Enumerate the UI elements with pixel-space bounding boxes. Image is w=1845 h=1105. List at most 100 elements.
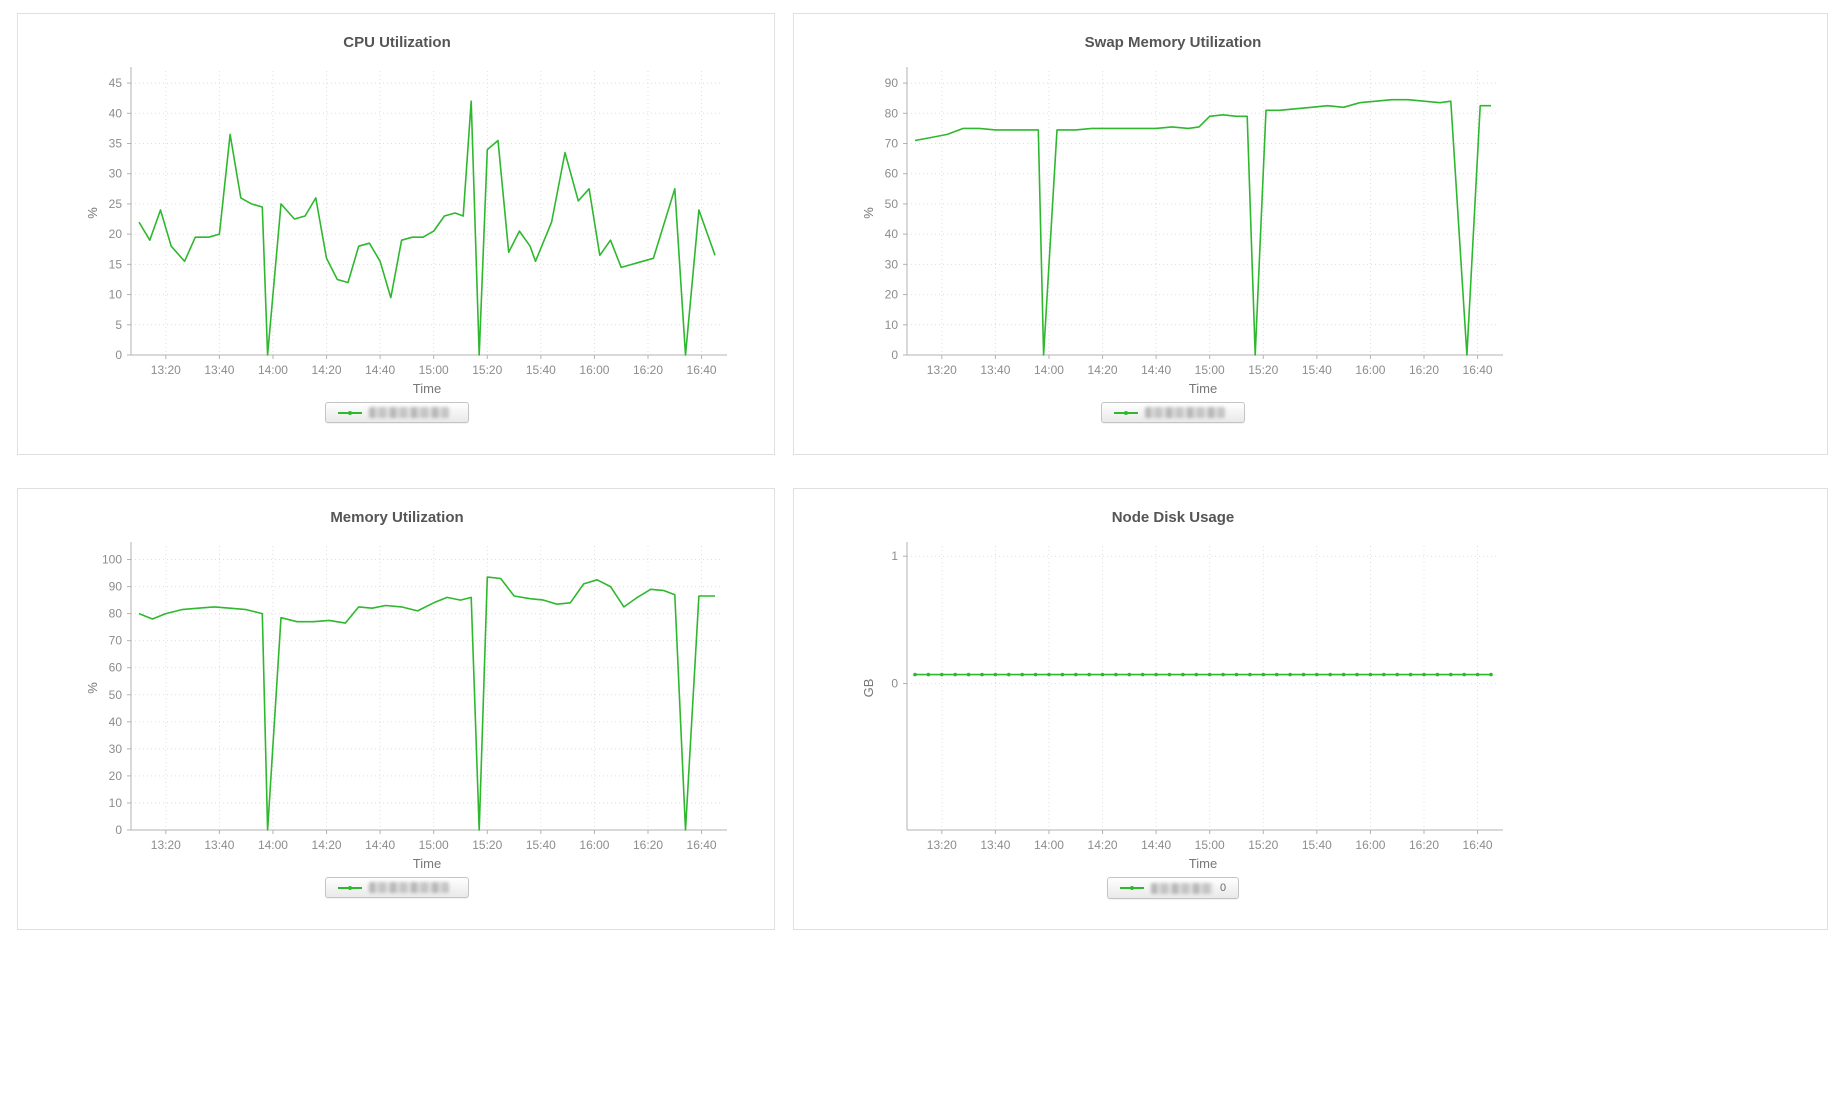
y-axis-title: % bbox=[85, 207, 100, 219]
legend-label-redacted bbox=[369, 407, 449, 418]
chart-svg[interactable]: 0 10 20 30 40 50 60 70 80 90 13:20 13:40 14:00 14:20 1… bbox=[803, 59, 1543, 401]
swap-memory-utilization-panel: Swap Memory Utilization 0 10 20 30 40 50 60 70 8… bbox=[793, 13, 1828, 455]
y-tick-label: 20 bbox=[109, 227, 123, 241]
y-tick-label: 100 bbox=[102, 553, 122, 567]
chart-svg[interactable]: 0 1 13:20 13:40 14:00 14:20 14:40 15:00 15:20 15:… bbox=[803, 534, 1543, 876]
series-marker bbox=[953, 672, 957, 677]
y-tick-label: 20 bbox=[109, 769, 123, 783]
x-tick-label: 16:00 bbox=[579, 363, 609, 377]
series-marker bbox=[1288, 672, 1292, 677]
y-tick-label: 0 bbox=[891, 677, 898, 691]
y-tick-label: 1 bbox=[891, 549, 898, 563]
swap-memory-utilization-chart[interactable]: 0 10 20 30 40 50 60 70 80 90 13:20 13:40 14:00 14:20 1… bbox=[803, 59, 1543, 401]
legend-swap[interactable] bbox=[1101, 402, 1245, 423]
x-tick-label: 13:20 bbox=[927, 363, 957, 377]
series-marker bbox=[940, 672, 944, 677]
y-axis-title: % bbox=[85, 682, 100, 694]
x-tick-label: 15:00 bbox=[1195, 838, 1225, 852]
x-tick-label: 14:20 bbox=[312, 838, 342, 852]
series-marker bbox=[1301, 672, 1306, 677]
y-tick-label: 0 bbox=[115, 348, 122, 362]
series-marker bbox=[1140, 672, 1145, 677]
series-marker bbox=[1074, 672, 1078, 677]
x-tick-label: 15:40 bbox=[526, 838, 556, 852]
series-marker bbox=[1100, 672, 1105, 677]
series-line[interactable] bbox=[914, 98, 1491, 356]
y-tick-label: 60 bbox=[109, 661, 123, 675]
memory-utilization-panel: Memory Utilization 0 10 20 30 40 50 60 70 80 90 10… bbox=[17, 488, 775, 930]
legend-disk[interactable]: 0 bbox=[1106, 877, 1240, 899]
series-marker bbox=[1422, 672, 1426, 677]
series-marker bbox=[1221, 672, 1225, 677]
y-tick-label: 40 bbox=[109, 715, 123, 729]
legend-cpu[interactable] bbox=[325, 402, 469, 423]
series-marker bbox=[1435, 672, 1440, 677]
series-marker bbox=[926, 672, 931, 677]
series-line[interactable] bbox=[138, 100, 716, 356]
cpu-utilization-chart[interactable]: 0 5 10 15 20 25 30 35 40 45 13:20 13:40 14:00 14:20 14… bbox=[27, 59, 767, 401]
series-marker bbox=[1154, 672, 1158, 677]
y-tick-label: 50 bbox=[885, 197, 899, 211]
x-tick-label: 13:40 bbox=[204, 838, 234, 852]
series-marker bbox=[1368, 672, 1373, 677]
chart-svg[interactable]: 0 5 10 15 20 25 30 35 40 45 13:20 13:40 14:00 14:20 14… bbox=[27, 59, 767, 401]
y-tick-label: 40 bbox=[885, 227, 899, 241]
x-tick-label: 13:20 bbox=[151, 363, 181, 377]
x-tick-label: 14:00 bbox=[258, 363, 288, 377]
y-tick-label: 40 bbox=[109, 106, 123, 120]
legend-memory[interactable] bbox=[325, 877, 469, 898]
series-marker bbox=[1462, 672, 1466, 677]
legend-label-suffix: 0 bbox=[1219, 882, 1227, 894]
y-tick-label: 30 bbox=[885, 257, 899, 271]
x-tick-label: 15:00 bbox=[1195, 363, 1225, 377]
legend-row bbox=[27, 877, 767, 898]
x-tick-label: 16:00 bbox=[1355, 363, 1385, 377]
series-marker bbox=[1194, 672, 1199, 677]
y-axis-title: % bbox=[861, 207, 876, 219]
x-tick-label: 16:20 bbox=[1409, 838, 1439, 852]
legend-row: 0 bbox=[803, 877, 1543, 899]
series-marker bbox=[1167, 672, 1172, 677]
x-tick-label: 14:40 bbox=[1141, 838, 1171, 852]
chart-title-swap: Swap Memory Utilization bbox=[1084, 34, 1262, 51]
series-line[interactable] bbox=[138, 576, 715, 831]
x-tick-label: 14:40 bbox=[1141, 363, 1171, 377]
chart-title-disk: Node Disk Usage bbox=[1111, 509, 1235, 526]
node-disk-usage-panel: Node Disk Usage 0 1 13:20 13:40 14:00 14:20 14… bbox=[793, 488, 1828, 930]
legend-line-swatch bbox=[338, 410, 362, 415]
series-marker bbox=[993, 672, 998, 677]
y-tick-label: 80 bbox=[109, 607, 123, 621]
series-marker bbox=[1328, 672, 1332, 677]
legend-label-redacted bbox=[1145, 407, 1225, 418]
x-tick-label: 14:20 bbox=[312, 363, 342, 377]
y-tick-label: 10 bbox=[109, 288, 123, 302]
chart-title-memory: Memory Utilization bbox=[330, 509, 464, 526]
x-tick-label: 16:40 bbox=[1463, 838, 1493, 852]
memory-utilization-chart[interactable]: 0 10 20 30 40 50 60 70 80 90 100 13:20 13:40 14:00 14:… bbox=[27, 534, 767, 876]
series-marker bbox=[1274, 672, 1279, 677]
series-marker bbox=[1475, 672, 1480, 677]
y-tick-label: 30 bbox=[109, 742, 123, 756]
x-tick-label: 14:40 bbox=[365, 838, 395, 852]
series-marker bbox=[1341, 672, 1346, 677]
series-marker bbox=[1181, 672, 1185, 677]
x-tick-label: 13:20 bbox=[927, 838, 957, 852]
chart-svg[interactable]: 0 10 20 30 40 50 60 70 80 90 100 13:20 13:40 14:00 14:… bbox=[27, 534, 767, 876]
legend-label-redacted bbox=[1150, 882, 1213, 894]
y-tick-label: 25 bbox=[109, 197, 123, 211]
cpu-chart-inner: CPU Utilization 0 5 10 15 20 25 30 35 40 45 13:20 1… bbox=[27, 14, 767, 423]
x-tick-label: 14:00 bbox=[258, 838, 288, 852]
x-tick-label: 14:20 bbox=[1088, 363, 1118, 377]
node-disk-usage-chart[interactable]: 0 1 13:20 13:40 14:00 14:20 14:40 15:00 15:20 15:… bbox=[803, 534, 1543, 876]
legend-line-swatch bbox=[1119, 886, 1144, 890]
series-marker bbox=[1261, 672, 1266, 677]
x-tick-label: 15:00 bbox=[419, 363, 449, 377]
series-marker bbox=[1382, 672, 1386, 677]
x-tick-label: 16:20 bbox=[633, 363, 663, 377]
y-tick-label: 90 bbox=[885, 76, 899, 90]
series-marker bbox=[1020, 672, 1024, 677]
x-tick-label: 16:40 bbox=[687, 363, 717, 377]
y-tick-label: 5 bbox=[115, 318, 122, 332]
memory-chart-inner: Memory Utilization 0 10 20 30 40 50 60 70 80 90 10… bbox=[27, 489, 767, 898]
charts-dashboard-grid: CPU Utilization 0 5 10 15 20 25 30 35 40 45 13:20 1… bbox=[17, 13, 1828, 930]
